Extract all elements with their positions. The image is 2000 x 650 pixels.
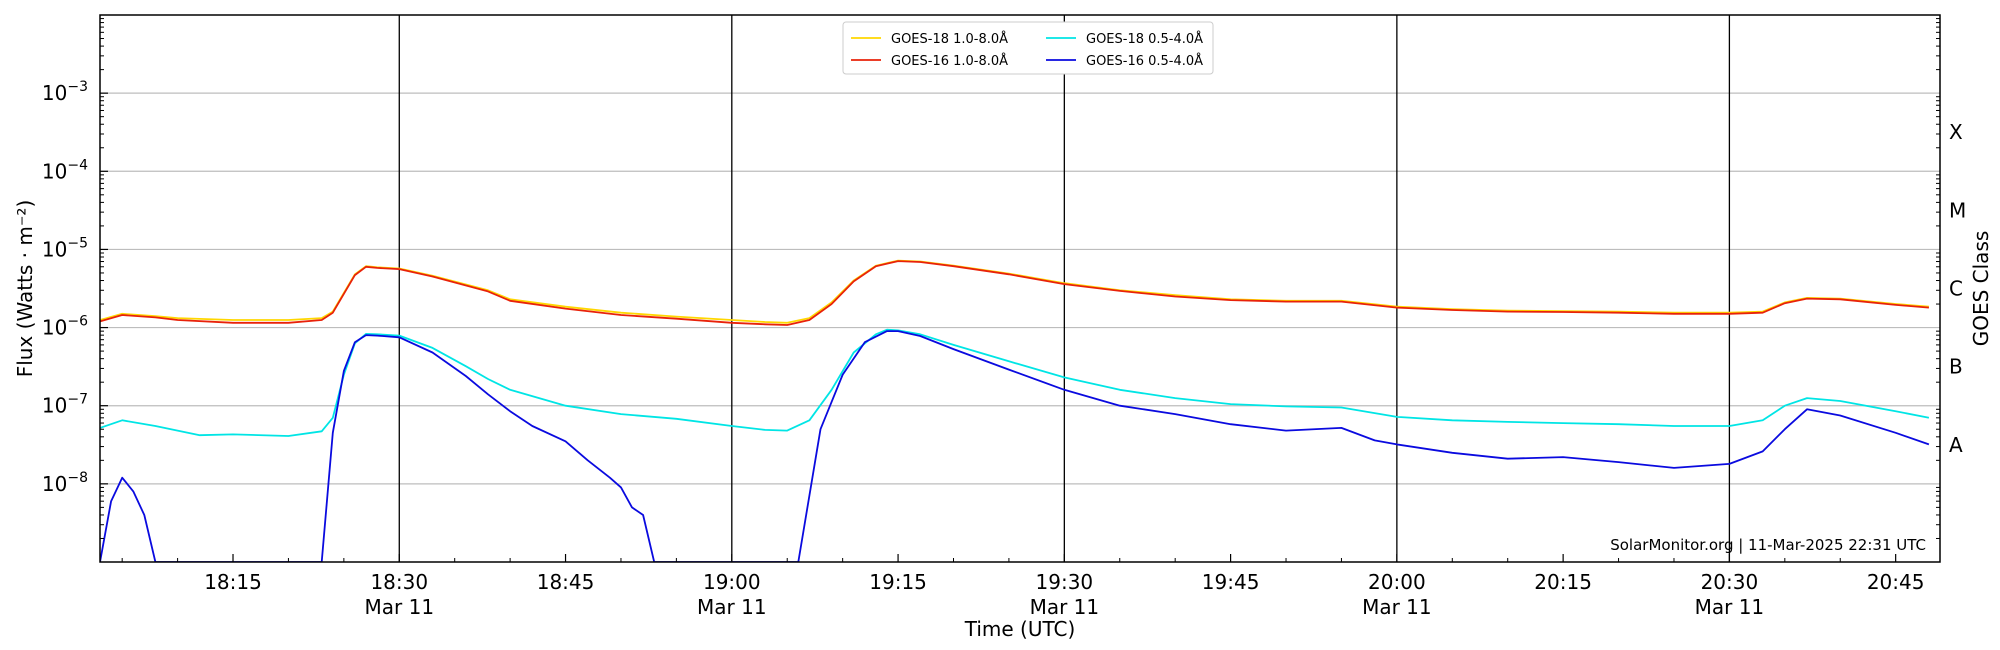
credit-text: SolarMonitor.org | 11-Mar-2025 22:31 UTC bbox=[1610, 536, 1926, 554]
goes-class-label: M bbox=[1949, 198, 1966, 222]
x-tick-date-label: Mar 11 bbox=[1030, 595, 1100, 619]
plot-frame bbox=[99, 14, 1941, 563]
series-lines bbox=[100, 259, 1930, 562]
goes-class-label: C bbox=[1949, 277, 1963, 301]
series-line-2 bbox=[100, 328, 1930, 437]
y-tick-label: 10−6 bbox=[42, 314, 88, 340]
x-tick-label: 20:45 bbox=[1867, 570, 1925, 594]
y-axis-title: Flux (Watts · m⁻²) bbox=[13, 200, 37, 378]
x-tick-date-label: Mar 11 bbox=[697, 595, 767, 619]
y-tick-label: 10−7 bbox=[42, 392, 88, 418]
x-tick-label: 18:15 bbox=[204, 570, 262, 594]
x-tick-date-label: Mar 11 bbox=[1362, 595, 1432, 619]
goes-class-label: A bbox=[1949, 433, 1963, 457]
y-axis: 10−3 10−4 10−5 10−6 10−7 10−8 bbox=[42, 18, 1940, 539]
x-tick-date-label: Mar 11 bbox=[365, 595, 435, 619]
midnight-markers bbox=[398, 15, 1731, 562]
x-tick-label: 20:30 bbox=[1701, 570, 1759, 594]
legend-box bbox=[842, 21, 1214, 75]
legend-label: GOES-18 0.5-4.0Å bbox=[1086, 31, 1203, 47]
grid bbox=[100, 92, 1940, 485]
goes-class-label: B bbox=[1949, 355, 1963, 379]
y-tick-label: 10−3 bbox=[42, 79, 88, 105]
x-tick-label: 19:30 bbox=[1036, 570, 1094, 594]
goes-class-axis: X M C B A bbox=[1949, 120, 1966, 457]
series-line-3 bbox=[100, 330, 1930, 562]
goes-class-label: X bbox=[1949, 120, 1963, 144]
x-tick-label: 19:15 bbox=[869, 570, 927, 594]
x-tick-label: 20:15 bbox=[1534, 570, 1592, 594]
y-tick-label: 10−8 bbox=[42, 470, 88, 496]
legend-label: GOES-16 1.0-8.0Å bbox=[891, 53, 1008, 69]
legend: GOES-18 1.0-8.0Å GOES-18 0.5-4.0Å GOES-16 … bbox=[842, 21, 1214, 75]
x-tick-label: 18:30 bbox=[370, 570, 428, 594]
x-tick-label: 18:45 bbox=[537, 570, 595, 594]
x-tick-label: 19:00 bbox=[703, 570, 761, 594]
series-line-1 bbox=[100, 260, 1929, 326]
legend-label: GOES-16 0.5-4.0Å bbox=[1086, 53, 1203, 69]
goes-class-title: GOES Class bbox=[1969, 231, 1993, 347]
x-tick-label: 20:00 bbox=[1368, 570, 1426, 594]
y-tick-label: 10−4 bbox=[42, 157, 88, 183]
x-tick-label: 19:45 bbox=[1202, 570, 1260, 594]
x-axis-title: Time (UTC) bbox=[964, 617, 1076, 641]
x-tick-date-label: Mar 11 bbox=[1695, 595, 1765, 619]
y-tick-label: 10−5 bbox=[42, 235, 88, 261]
legend-label: GOES-18 1.0-8.0Å bbox=[891, 31, 1008, 47]
